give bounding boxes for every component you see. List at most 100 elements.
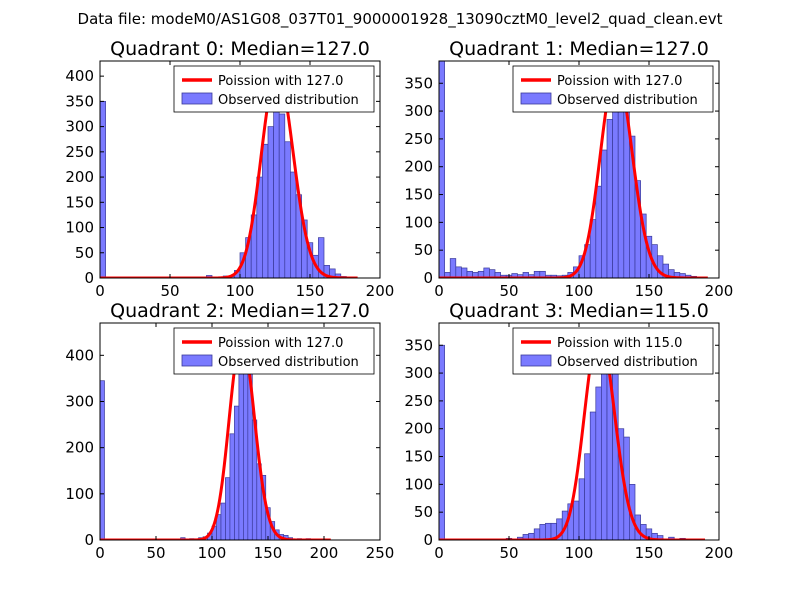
histogram-bar <box>238 345 244 540</box>
subplot-quadrant-2: Quadrant 2: Median=127.0 0 50 100 150 200 250 0… <box>65 300 394 562</box>
y-tick-label: 150 <box>404 448 433 466</box>
x-tick-label: 200 <box>366 282 395 300</box>
legend-line-label: Poission with 115.0 <box>557 336 682 351</box>
histogram-bar <box>539 524 546 540</box>
histogram-bar <box>589 411 597 540</box>
y-tick-label: 50 <box>414 503 433 521</box>
y-tick-label: 250 <box>404 130 433 148</box>
histogram-bar <box>573 500 580 540</box>
y-tick-label: 400 <box>65 67 94 85</box>
y-tick-label: 300 <box>404 364 433 382</box>
y-tick-label: 100 <box>65 219 94 237</box>
legend: Poission with 115.0 Observed distribution <box>512 327 714 375</box>
histogram-bar <box>100 380 105 540</box>
x-tick-label: 150 <box>254 544 283 562</box>
y-tick-label: 50 <box>414 241 433 259</box>
histogram-bar <box>545 522 552 540</box>
x-tick-label: 50 <box>146 544 165 562</box>
x-tick-label: 0 <box>95 544 105 562</box>
x-tick-label: 50 <box>160 282 179 300</box>
figure-suptitle: Data file: modeM0/AS1G08_037T01_90000019… <box>78 10 723 29</box>
histogram-bar <box>606 119 613 278</box>
legend-box <box>512 65 714 113</box>
y-tick-label: 300 <box>404 102 433 120</box>
histogram-bar <box>220 502 226 540</box>
histogram-bar <box>595 386 602 540</box>
poisson-curve <box>100 69 358 278</box>
histogram-bar <box>539 270 546 278</box>
histogram-bar <box>329 268 336 278</box>
legend-bar-label: Observed distribution <box>557 355 698 370</box>
histogram-bar <box>262 143 269 278</box>
y-tick-label: 200 <box>404 420 433 438</box>
histogram-bar <box>229 433 235 540</box>
subplot-title: Quadrant 0: Median=127.0 <box>110 38 370 60</box>
y-tick-label: 300 <box>65 392 94 410</box>
legend-line-label: Poission with 127.0 <box>218 336 343 351</box>
histogram-bar <box>612 91 619 278</box>
legend-bar-swatch <box>520 354 552 367</box>
y-tick-label: 200 <box>65 168 94 186</box>
subplot-title: Quadrant 2: Median=127.0 <box>110 300 370 322</box>
x-tick-label: 150 <box>635 544 664 562</box>
histogram-bar <box>439 61 445 278</box>
histogram-bar <box>595 185 602 278</box>
y-tick-label: 0 <box>84 269 94 287</box>
legend-line-label: Poission with 127.0 <box>557 74 682 89</box>
histogram-bar <box>449 258 457 278</box>
histogram-bar <box>483 267 490 278</box>
y-tick-label: 100 <box>404 213 433 231</box>
y-tick-label: 0 <box>84 531 94 549</box>
legend-bar-label: Observed distribution <box>218 355 359 370</box>
legend-bar-label: Observed distribution <box>557 93 698 108</box>
subplot-title: Quadrant 1: Median=127.0 <box>449 38 709 60</box>
histogram-bar <box>439 344 445 540</box>
legend-bar-swatch <box>181 354 213 367</box>
y-tick-label: 350 <box>65 92 94 110</box>
histogram-bar <box>267 126 274 278</box>
legend-bar-swatch <box>181 92 213 105</box>
histogram-bar <box>601 149 608 278</box>
histogram-bar <box>578 478 585 540</box>
histogram-bar <box>278 113 286 278</box>
histogram-bar <box>334 273 342 278</box>
subplot-title: Quadrant 3: Median=115.0 <box>449 300 709 322</box>
legend-line-label: Poission with 127.0 <box>218 74 343 89</box>
histogram-bar <box>234 405 240 540</box>
histogram-bar <box>318 237 325 278</box>
legend-bar-label: Observed distribution <box>218 93 359 108</box>
plot-area <box>100 69 358 278</box>
y-tick-label: 200 <box>404 158 433 176</box>
x-tick-label: 250 <box>366 544 395 562</box>
y-tick-label: 200 <box>65 439 94 457</box>
legend: Poission with 127.0 Observed distribution <box>173 65 375 113</box>
histogram-bar <box>455 266 462 278</box>
histogram-bar <box>284 141 291 278</box>
y-tick-label: 100 <box>404 475 433 493</box>
x-tick-label: 0 <box>434 544 444 562</box>
y-tick-label: 350 <box>404 336 433 354</box>
histogram-bar <box>100 101 106 278</box>
x-tick-label: 0 <box>434 282 444 300</box>
x-tick-label: 200 <box>310 544 339 562</box>
histogram-bar <box>273 101 280 278</box>
legend-bar-swatch <box>520 92 552 105</box>
y-tick-label: 250 <box>404 392 433 410</box>
x-tick-label: 0 <box>95 282 105 300</box>
x-tick-label: 150 <box>635 282 664 300</box>
poisson-curve <box>439 69 708 278</box>
legend: Poission with 127.0 Observed distribution <box>512 65 714 113</box>
x-tick-label: 200 <box>705 544 734 562</box>
x-tick-label: 50 <box>499 282 518 300</box>
histogram-bar <box>601 372 608 540</box>
x-tick-label: 100 <box>198 544 227 562</box>
y-tick-label: 300 <box>65 118 94 136</box>
x-tick-label: 50 <box>499 544 518 562</box>
x-tick-label: 100 <box>565 544 594 562</box>
y-tick-label: 250 <box>65 143 94 161</box>
histogram-bar <box>290 171 297 278</box>
histogram-bar <box>461 267 468 278</box>
axes-frame <box>99 322 381 541</box>
y-tick-label: 400 <box>65 346 94 364</box>
y-tick-label: 0 <box>423 531 433 549</box>
